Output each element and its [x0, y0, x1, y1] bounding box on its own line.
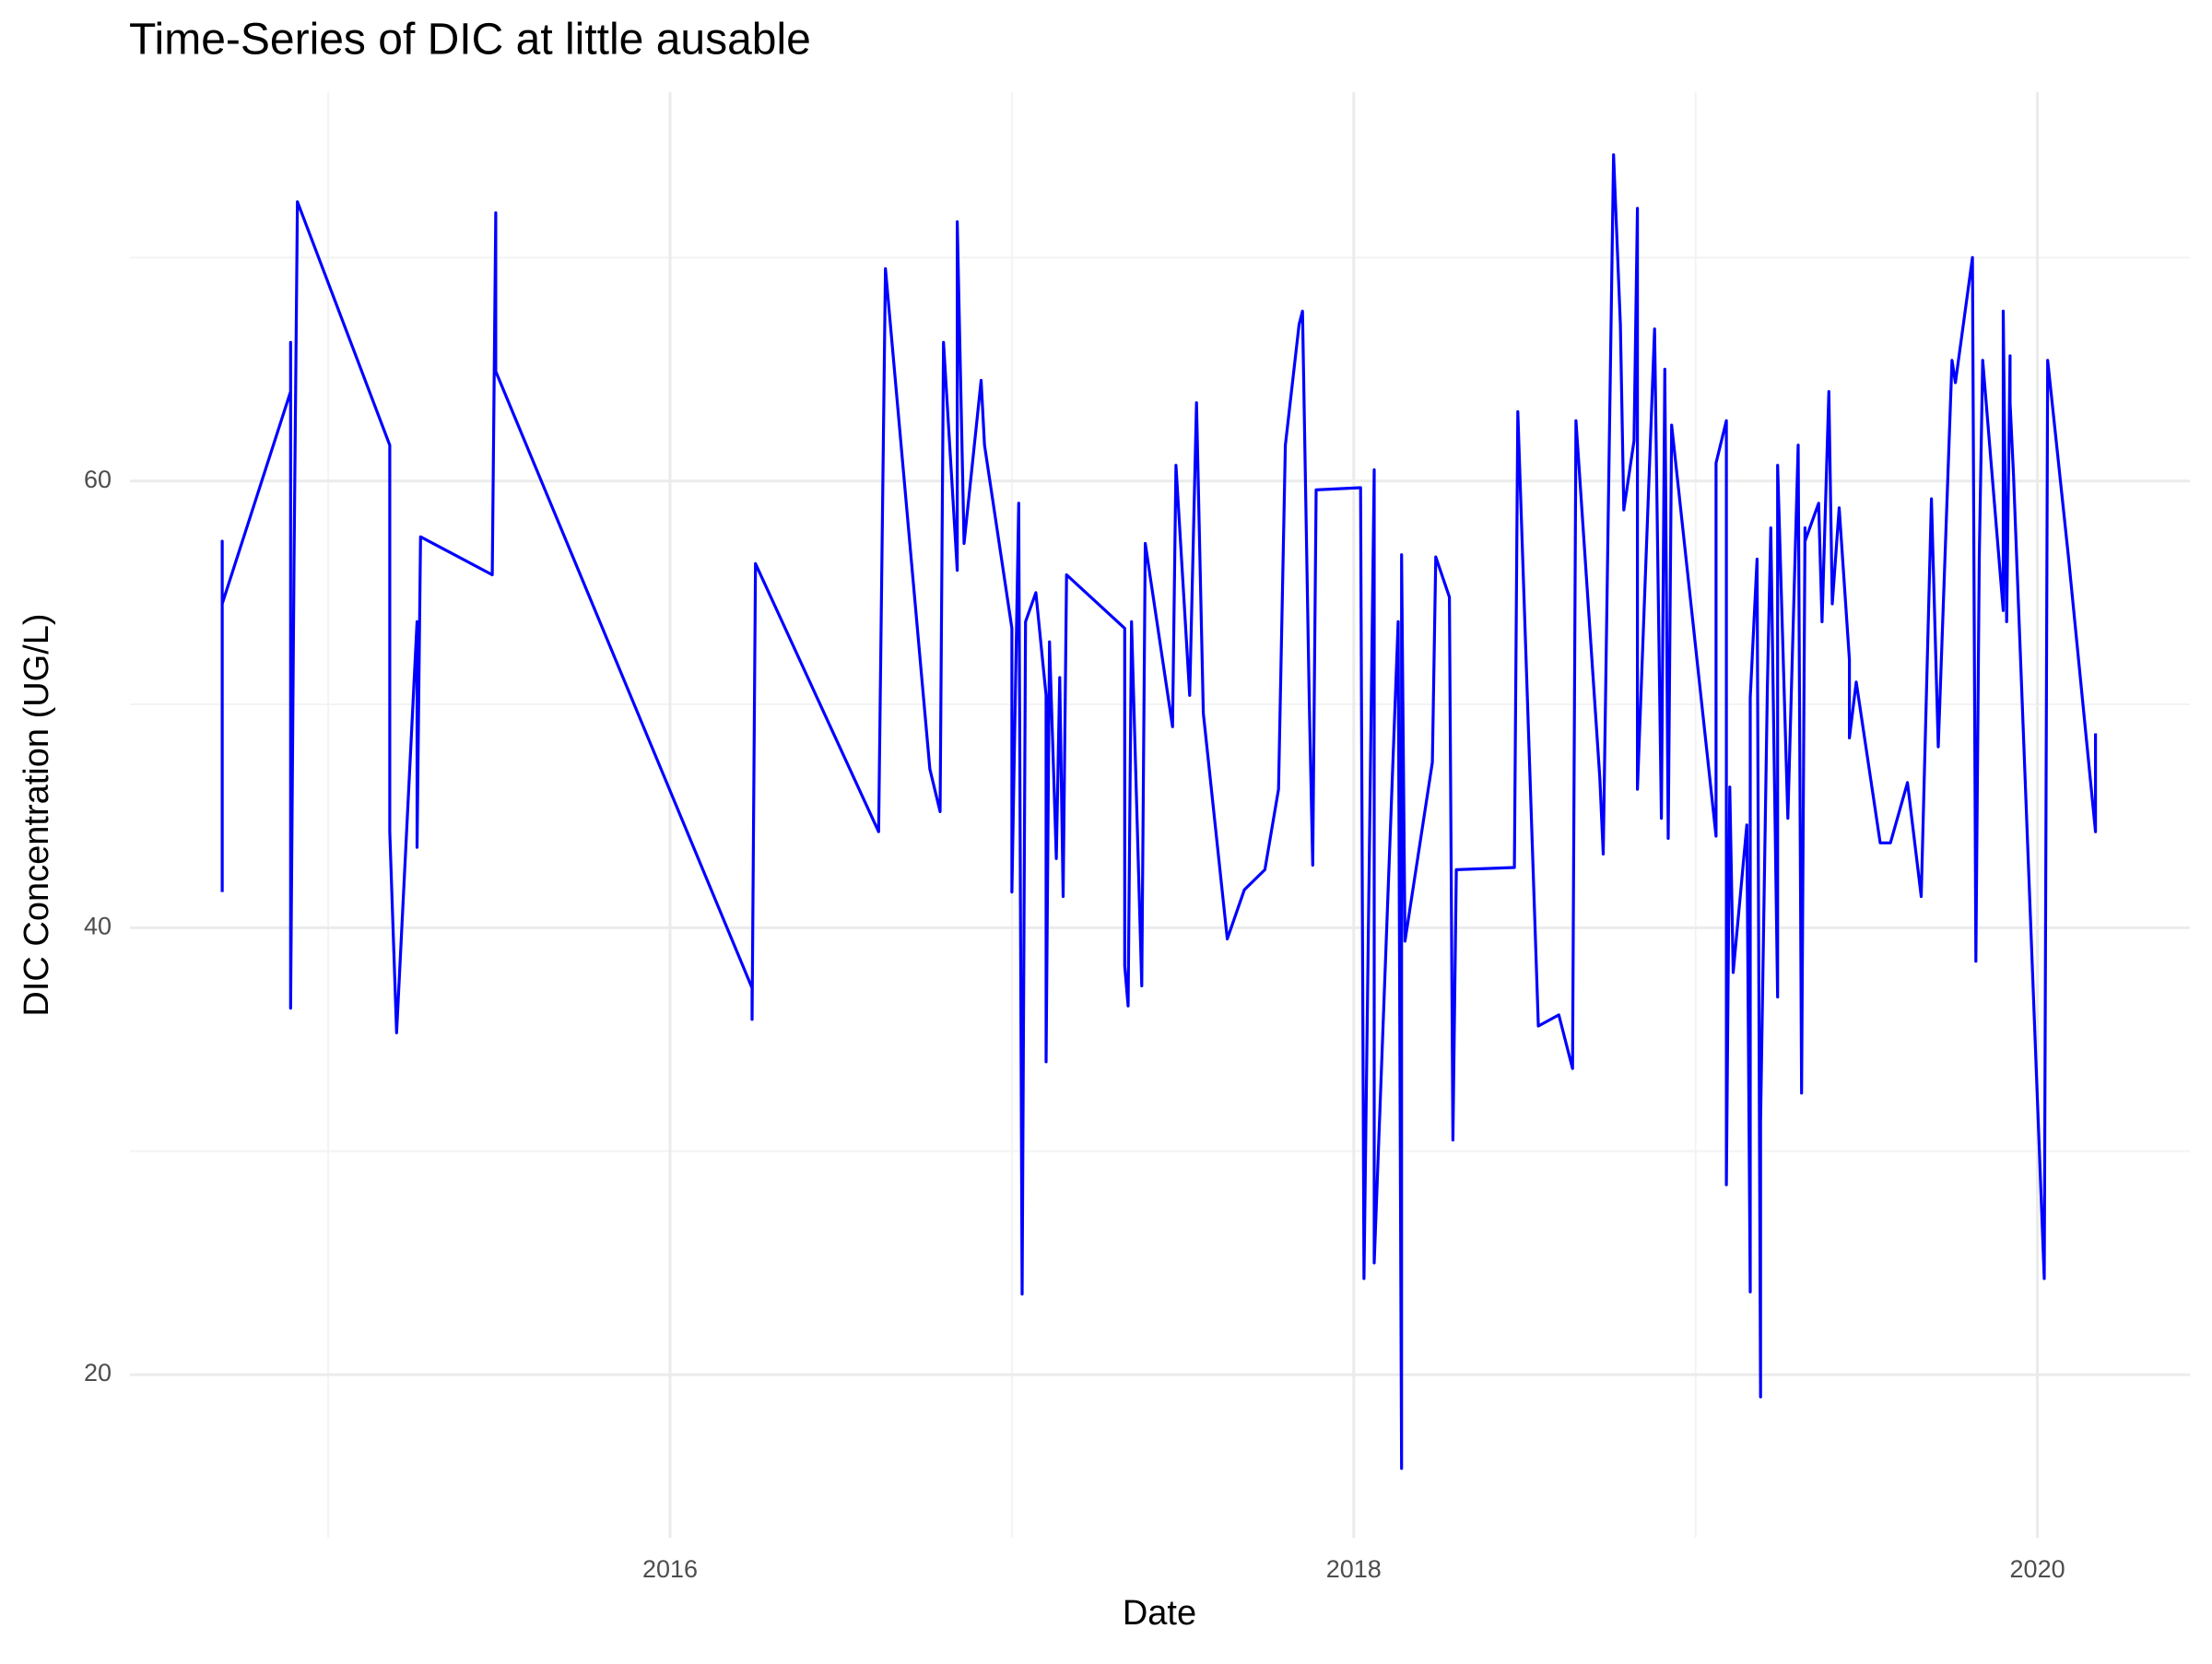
y-tick-label: 60 [84, 466, 112, 493]
data-line [220, 153, 2098, 1470]
chart-title: Time-Series of DIC at little ausable [129, 16, 811, 65]
x-tick-label: 2018 [1326, 1555, 1382, 1583]
y-tick-label: 20 [84, 1359, 112, 1387]
x-axis-title: Date [1123, 1594, 1196, 1633]
x-tick-label: 2020 [2010, 1555, 2065, 1583]
y-tick-label: 40 [84, 913, 112, 940]
x-tick-label: 2016 [642, 1555, 698, 1583]
y-axis-title: DIC Concentration (UG/L) [18, 613, 56, 1016]
